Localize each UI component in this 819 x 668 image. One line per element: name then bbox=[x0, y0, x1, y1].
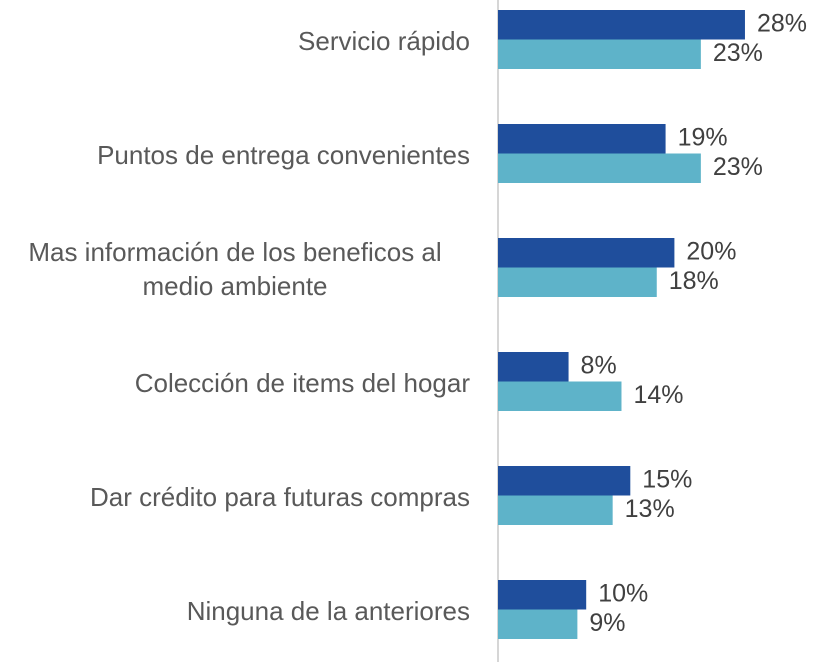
bar bbox=[498, 352, 569, 382]
bar bbox=[498, 39, 701, 69]
bar bbox=[498, 10, 745, 40]
bar bbox=[498, 267, 657, 297]
bar bbox=[498, 609, 578, 639]
category-label-box: Servicio rápido bbox=[0, 0, 470, 98]
category-label-box: Puntos de entrega convenientes bbox=[0, 98, 470, 212]
value-label: 14% bbox=[633, 381, 683, 409]
value-label: 18% bbox=[669, 267, 719, 295]
category-label-box: Dar crédito para futuras compras bbox=[0, 440, 470, 554]
category-label-box: Colección de items del hogar bbox=[0, 326, 470, 440]
bar bbox=[498, 381, 622, 411]
bar bbox=[498, 580, 587, 610]
value-label: 13% bbox=[625, 495, 675, 523]
value-label: 15% bbox=[642, 465, 692, 493]
value-label: 23% bbox=[713, 153, 763, 181]
bar bbox=[498, 124, 666, 154]
bar bbox=[498, 466, 631, 496]
value-label: 8% bbox=[581, 351, 617, 379]
category-label: Mas información de los beneficos al medi… bbox=[28, 237, 442, 301]
value-label: 10% bbox=[598, 579, 648, 607]
value-label: 19% bbox=[678, 123, 728, 151]
category-label: Servicio rápido bbox=[298, 26, 470, 56]
category-label: Ninguna de la anteriores bbox=[186, 596, 470, 626]
category-label-box: Ninguna de la anteriores bbox=[0, 554, 470, 668]
category-label-box: Mas información de los beneficos al medi… bbox=[0, 212, 470, 326]
category-label: Dar crédito para futuras compras bbox=[89, 482, 470, 512]
bar bbox=[498, 495, 613, 525]
bar bbox=[498, 238, 675, 268]
bar bbox=[498, 153, 701, 183]
value-label: 9% bbox=[589, 609, 625, 637]
value-label: 23% bbox=[713, 39, 763, 67]
category-label: Puntos de entrega convenientes bbox=[97, 140, 470, 170]
category-label: Colección de items del hogar bbox=[134, 368, 470, 398]
value-label: 20% bbox=[686, 237, 736, 265]
value-label: 28% bbox=[757, 9, 807, 37]
